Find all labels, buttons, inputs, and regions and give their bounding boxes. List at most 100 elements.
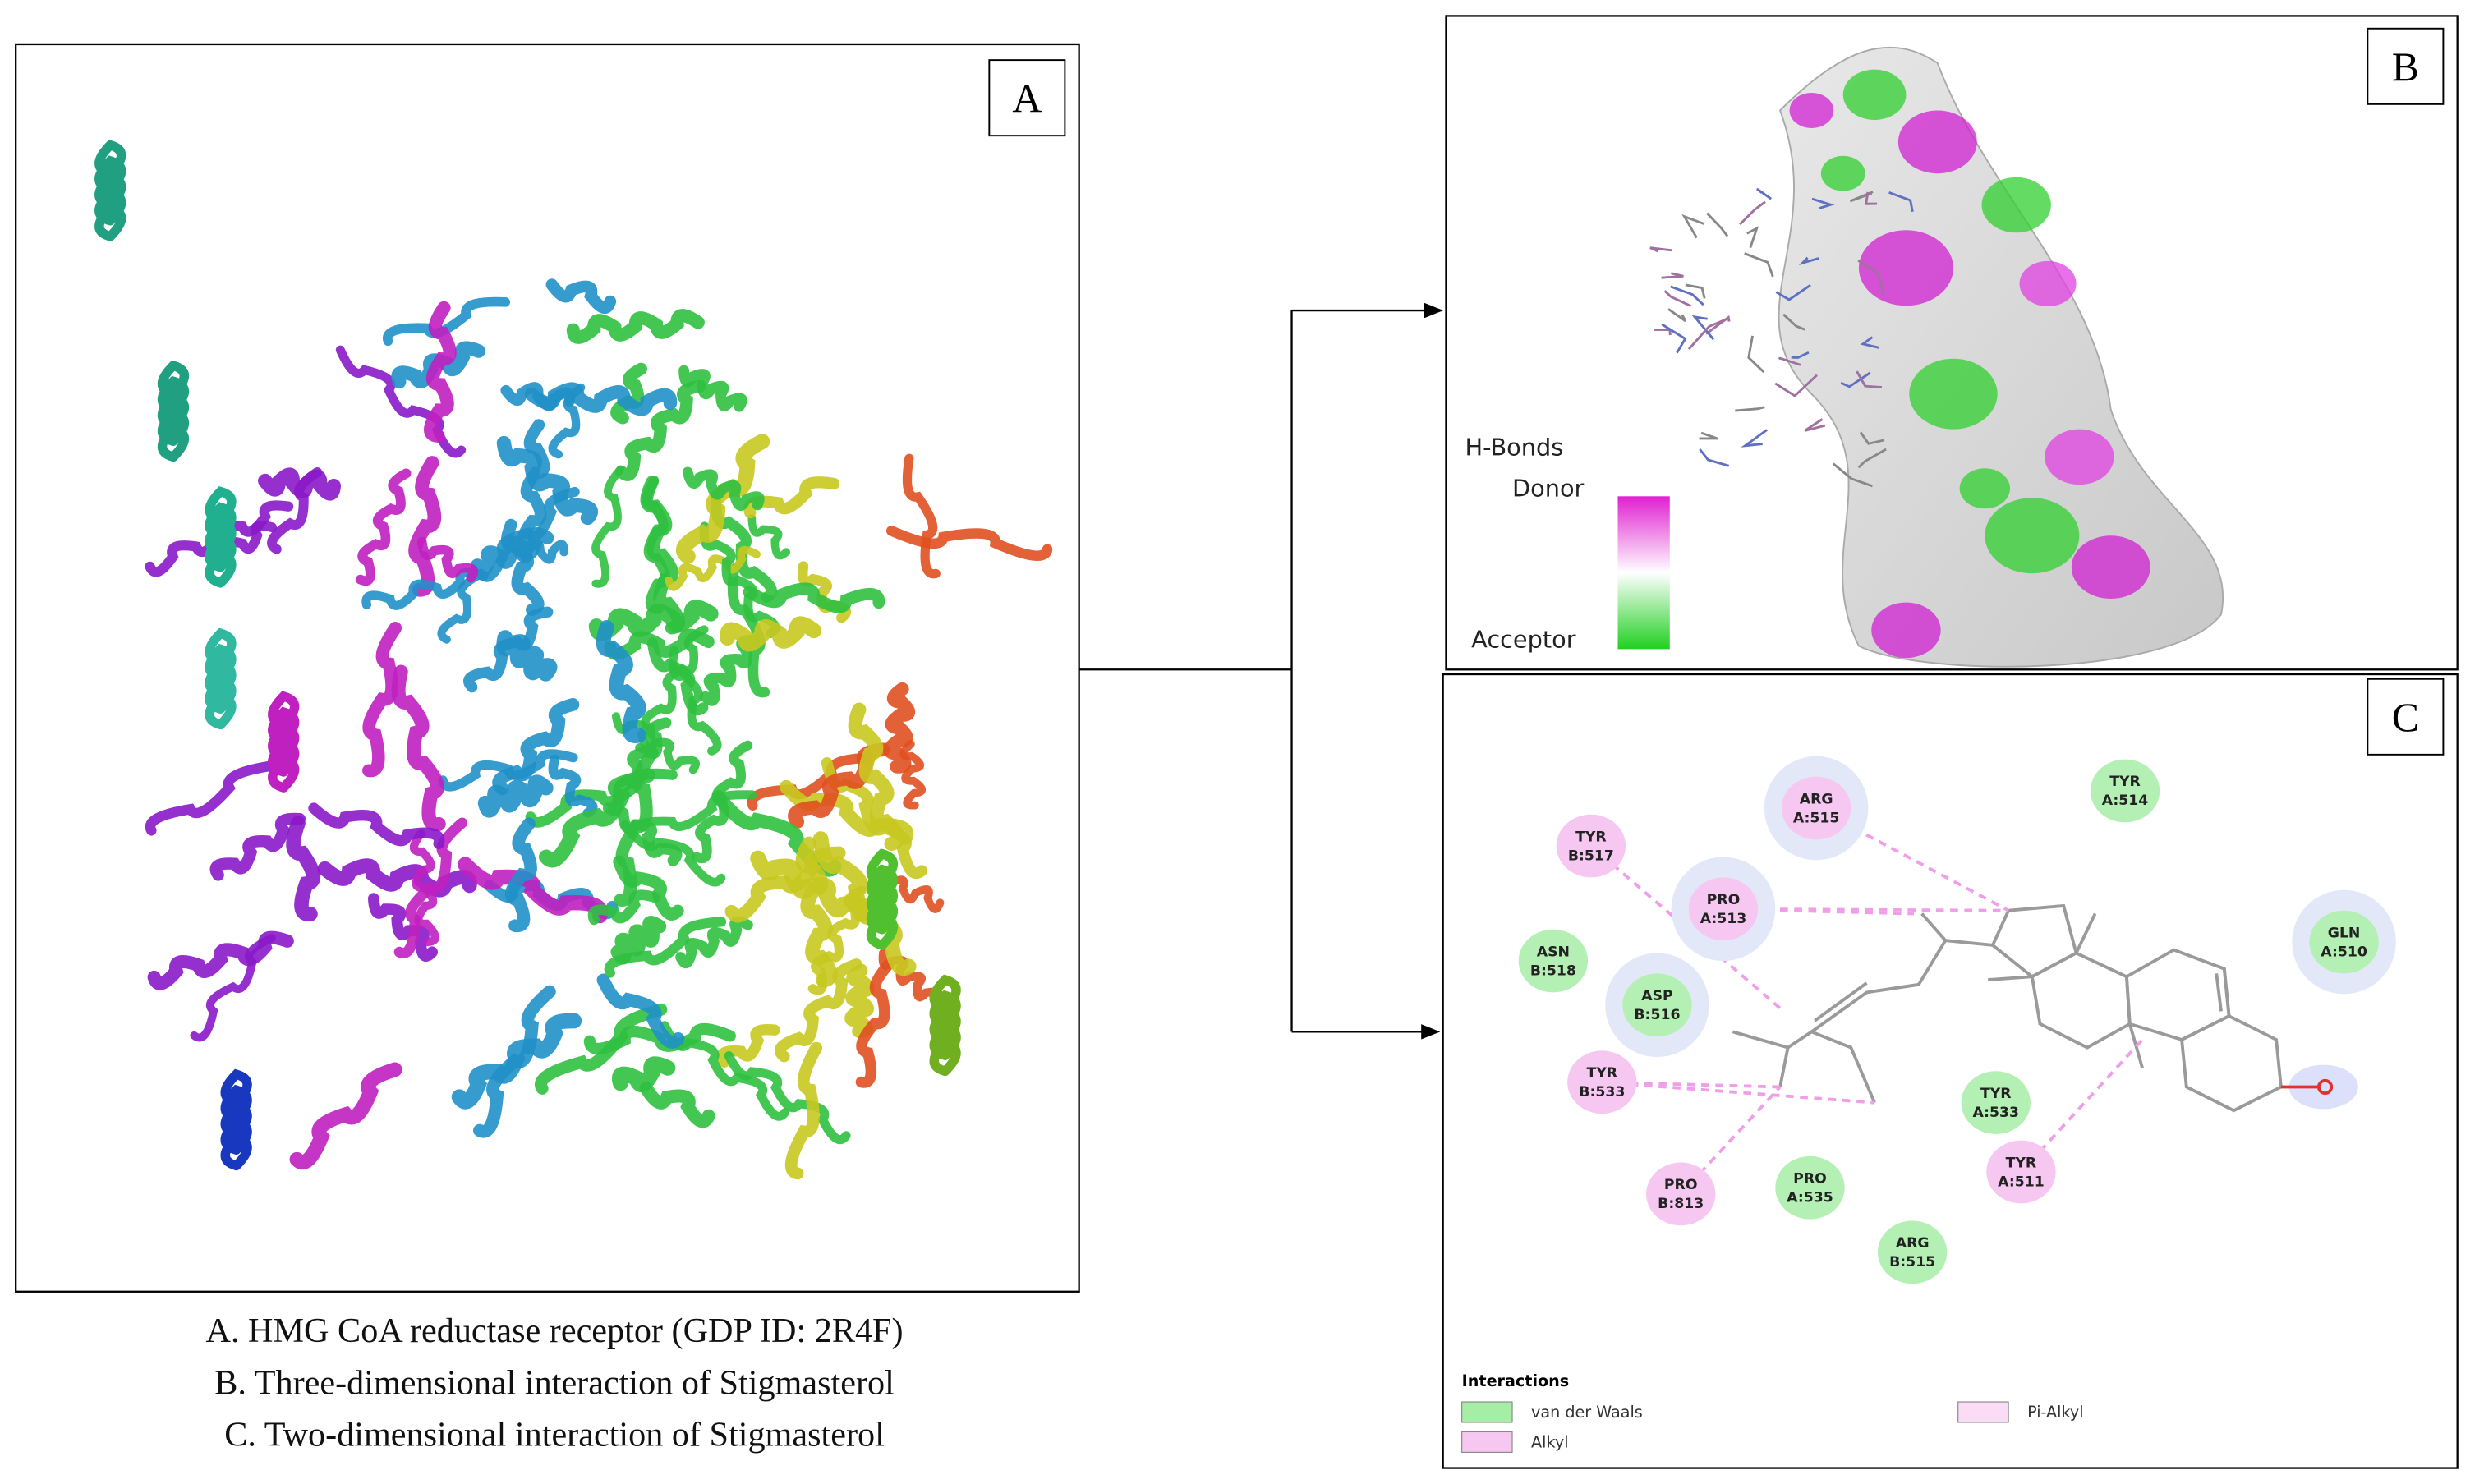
residue-chain: B:516 bbox=[1634, 1007, 1680, 1023]
stick bbox=[1663, 290, 1691, 307]
side-chain bbox=[1732, 912, 1994, 1104]
residue bbox=[1986, 1140, 2056, 1204]
stick bbox=[1739, 200, 1766, 226]
ribbon bbox=[355, 468, 412, 586]
residue-chain: A:515 bbox=[1793, 810, 1840, 826]
surface-patch bbox=[2045, 429, 2114, 485]
stick bbox=[1667, 308, 1687, 323]
ribbon bbox=[458, 857, 609, 924]
stick bbox=[1860, 336, 1879, 349]
residue-chain: B:533 bbox=[1579, 1084, 1625, 1100]
ribbon bbox=[476, 486, 580, 582]
surface-patch bbox=[1842, 69, 1907, 120]
residue bbox=[1556, 814, 1626, 878]
residue bbox=[1781, 776, 1851, 840]
stick bbox=[1782, 313, 1806, 331]
ribbon bbox=[639, 1081, 715, 1128]
ribbon bbox=[775, 958, 862, 1063]
surface-patch bbox=[1871, 602, 1941, 659]
legend: van der Waals Alkyl Pi-Alkyl bbox=[1461, 1401, 2084, 1453]
hbond-title: H-Bonds bbox=[1465, 433, 1563, 461]
surface-patch bbox=[1981, 177, 2051, 233]
ligand bbox=[1732, 903, 2358, 1113]
panel-label: B bbox=[2392, 44, 2419, 90]
stick bbox=[1856, 370, 1883, 389]
ribbon bbox=[424, 301, 457, 443]
surface-patch bbox=[1820, 155, 1865, 191]
residue-chain: A:535 bbox=[1787, 1189, 1833, 1206]
ribbon bbox=[361, 567, 489, 610]
label-box bbox=[2367, 678, 2445, 756]
ribbon bbox=[724, 846, 846, 923]
ribbon bbox=[504, 817, 537, 933]
residue-name: TYR bbox=[1980, 1086, 2012, 1102]
ribbon bbox=[591, 465, 625, 588]
ribbon bbox=[545, 278, 617, 314]
ribbon bbox=[604, 917, 727, 978]
residue-name: TYR bbox=[1587, 1065, 1618, 1082]
ribbon bbox=[362, 621, 402, 778]
residue-chain: B:813 bbox=[1658, 1196, 1704, 1212]
ribbon bbox=[587, 889, 661, 926]
ribbon bbox=[646, 637, 709, 716]
residues: TYR B:517 ARG A:515 TYR A:514 PRO A:513 ASN B:518… bbox=[1518, 756, 2396, 1284]
ribbon bbox=[492, 698, 580, 796]
stick bbox=[1865, 191, 1878, 205]
ligand-halo bbox=[2288, 1064, 2358, 1110]
stick bbox=[1775, 284, 1811, 301]
connector-line bbox=[1079, 310, 1293, 1032]
surface-patch bbox=[1789, 93, 1834, 128]
residue-name: TYR bbox=[2109, 774, 2141, 790]
stick bbox=[1661, 323, 1687, 354]
ribbon bbox=[747, 513, 791, 560]
ribbon bbox=[391, 341, 486, 389]
stick bbox=[1840, 371, 1871, 388]
residue-name: TYR bbox=[2006, 1155, 2037, 1171]
residue-name: ARG bbox=[1800, 791, 1833, 807]
residue-name: TYR bbox=[1575, 829, 1607, 845]
legend-swatch bbox=[1461, 1431, 1513, 1453]
residue-name: ASN bbox=[1537, 944, 1570, 960]
stick bbox=[1804, 418, 1826, 432]
stick bbox=[1744, 252, 1774, 278]
residue-chain: A:514 bbox=[2102, 793, 2149, 809]
ribbon bbox=[642, 476, 670, 614]
ribbon bbox=[784, 1041, 823, 1180]
stick bbox=[1687, 317, 1729, 351]
hbond-gradient bbox=[1617, 496, 1670, 650]
ribbon bbox=[743, 582, 885, 613]
stick bbox=[1699, 448, 1730, 467]
ribbon bbox=[596, 620, 647, 743]
surface-patch bbox=[1985, 498, 2080, 574]
residue bbox=[1688, 877, 1759, 941]
residue-name: GLN bbox=[2328, 925, 2361, 941]
label-box bbox=[988, 59, 1066, 137]
residue bbox=[1622, 973, 1692, 1037]
stick bbox=[1849, 191, 1874, 203]
ribbon bbox=[675, 916, 753, 968]
legend-swatch bbox=[1461, 1401, 1513, 1423]
ribbon bbox=[844, 963, 876, 1038]
residue-name: PRO bbox=[1707, 892, 1741, 908]
stick bbox=[1691, 315, 1715, 341]
ribbon bbox=[145, 760, 274, 836]
stick bbox=[1670, 285, 1704, 306]
residue bbox=[1567, 1050, 1637, 1114]
ribbon bbox=[538, 768, 655, 868]
residue-chain: B:515 bbox=[1889, 1254, 1935, 1270]
stick bbox=[1681, 214, 1705, 239]
stick bbox=[1774, 374, 1818, 397]
ribbon bbox=[391, 664, 446, 832]
residue-chain: A:533 bbox=[1972, 1105, 2019, 1121]
ribbon bbox=[209, 812, 306, 881]
ribbon bbox=[855, 959, 895, 1088]
ribbon bbox=[289, 1062, 402, 1170]
ribbon bbox=[535, 1003, 668, 1095]
ribbon bbox=[566, 309, 705, 344]
ribbon bbox=[408, 456, 442, 597]
residue bbox=[1877, 1220, 1948, 1284]
ribbon bbox=[665, 545, 761, 591]
residue bbox=[2309, 910, 2379, 974]
ribbon bbox=[308, 802, 445, 849]
